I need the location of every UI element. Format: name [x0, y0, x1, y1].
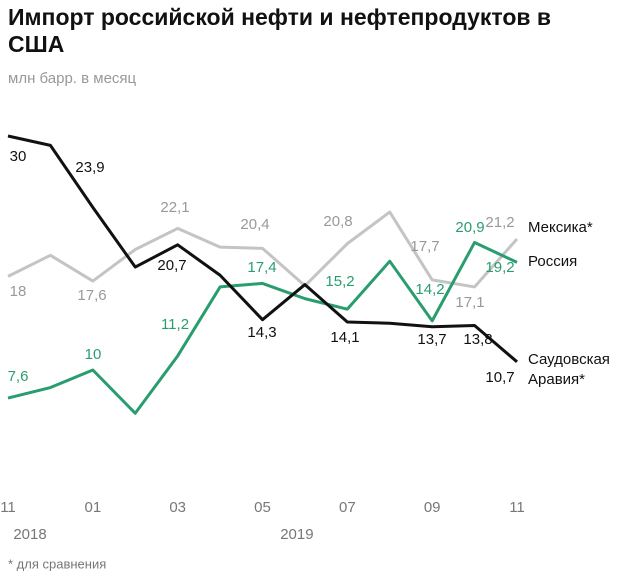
series-line: [7, 240, 518, 415]
chart-subtitle: млн барр. в месяц: [8, 70, 137, 87]
x-tick-label: 07: [339, 499, 356, 516]
year-label: 2019: [280, 526, 313, 543]
value-label: 17,7: [410, 238, 439, 255]
x-tick-label: 09: [424, 499, 441, 516]
value-label: 14,2: [415, 281, 444, 298]
x-tick-label: 01: [84, 499, 101, 516]
series-line: [7, 134, 518, 363]
value-label: 17,6: [77, 287, 106, 304]
value-label: 20,8: [323, 213, 352, 230]
year-label: 2018: [13, 526, 46, 543]
footnote: * для сравнения: [8, 556, 106, 571]
value-label: 17,4: [247, 259, 276, 276]
value-label: 30: [10, 148, 27, 165]
value-label: 10,7: [485, 369, 514, 386]
legend-label: Россия: [528, 253, 577, 270]
value-label: 14,1: [330, 329, 359, 346]
chart-title: Импорт российской нефти и нефтепродуктов…: [8, 4, 552, 57]
value-label: 13,8: [463, 331, 492, 348]
x-tick-label: 11: [0, 499, 16, 516]
value-label: 23,9: [75, 159, 104, 176]
value-label: 22,1: [160, 199, 189, 216]
value-label: 14,3: [247, 324, 276, 341]
value-label: 20,4: [240, 216, 269, 233]
value-label: 18: [10, 283, 27, 300]
x-tick-label: 05: [254, 499, 271, 516]
value-label: 20,7: [157, 257, 186, 274]
value-label: 13,7: [417, 331, 446, 348]
value-label: 15,2: [325, 273, 354, 290]
x-tick-label: 03: [169, 499, 186, 516]
value-label: 20,9: [455, 219, 484, 236]
series-line: [7, 210, 519, 289]
legend-label: Мексика*: [528, 219, 593, 236]
value-label: 21,2: [485, 214, 514, 231]
x-tick-label: 11: [509, 499, 525, 516]
value-label: 10: [85, 346, 102, 363]
value-label: 7,6: [8, 368, 29, 385]
value-label: 11,2: [161, 316, 189, 333]
value-label: 17,1: [455, 294, 484, 311]
value-label: 19,2: [485, 259, 514, 276]
legend-label: Саудовская Аравия*: [528, 351, 610, 388]
